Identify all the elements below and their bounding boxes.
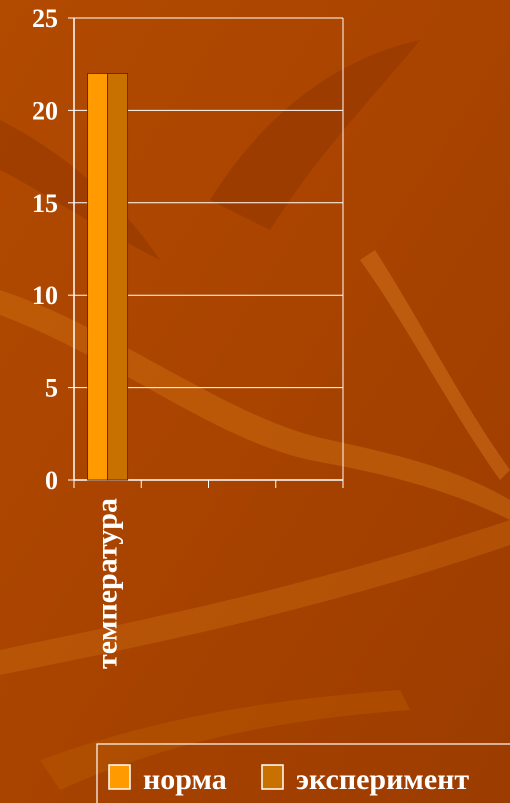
chart-legend: норма эксперимент: [96, 743, 510, 803]
legend-swatch: [108, 764, 131, 790]
x-category-label: температура: [91, 498, 124, 669]
legend-label: эксперимент: [296, 763, 469, 796]
y-tick-label: 5: [45, 374, 58, 403]
legend-swatch: [261, 764, 284, 790]
y-tick-label: 15: [32, 189, 58, 218]
y-tick-label: 0: [45, 466, 58, 495]
x-axis-categories: температура: [91, 498, 124, 669]
legend-label: норма: [143, 763, 227, 796]
y-tick-label: 10: [32, 281, 58, 310]
chart-bars: [87, 73, 129, 481]
bar-норма: [87, 73, 109, 481]
legend-box: [96, 743, 510, 803]
y-tick-label: 25: [32, 4, 58, 33]
y-axis-ticks: 0 5 10 15 20 25: [32, 4, 58, 495]
bar-эксперимент: [107, 73, 129, 481]
y-tick-label: 20: [32, 96, 58, 125]
